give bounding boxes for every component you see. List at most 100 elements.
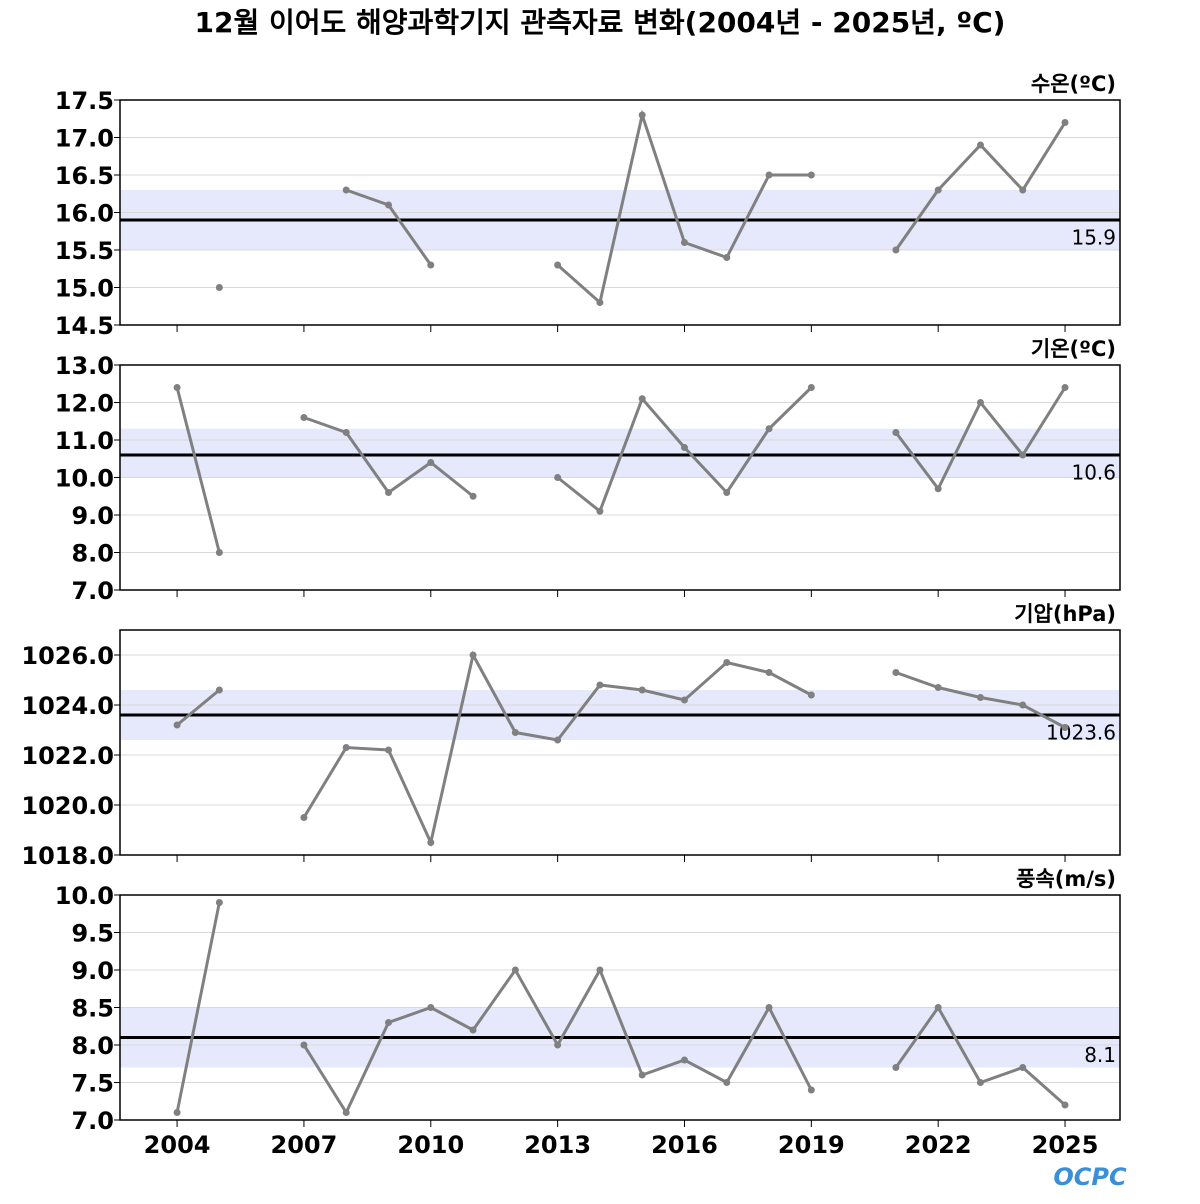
data-point: [300, 1041, 308, 1049]
data-point: [765, 1004, 773, 1011]
data-point: [976, 399, 984, 406]
plot-frame: [119, 894, 1121, 1121]
data-point: [342, 744, 350, 751]
data-point: [976, 141, 984, 149]
data-point: [807, 691, 815, 699]
y-tick-label: 16.0: [55, 200, 114, 228]
plot-frame: [119, 99, 1121, 326]
y-tick-label: 10.0: [55, 882, 114, 910]
y-tick-label: 8.0: [71, 540, 114, 568]
chart-title: 12월 이어도 해양과학기지 관측자료 변화(2004년 - 2025년, ºC…: [195, 6, 1006, 39]
x-tick-label: 2007: [271, 1131, 338, 1159]
data-point: [384, 489, 392, 496]
y-tick-label: 17.0: [55, 125, 114, 153]
data-point: [596, 507, 604, 515]
data-point: [173, 384, 181, 391]
y-tick-label: 9.0: [71, 502, 114, 530]
data-point: [1019, 1064, 1027, 1071]
data-point: [1019, 186, 1027, 194]
y-tick-label: 17.5: [55, 87, 114, 115]
std-band: [120, 428, 1120, 478]
data-point: [300, 414, 308, 421]
y-tick-label: 7.0: [71, 577, 114, 605]
plot-frame: [119, 629, 1121, 856]
x-tick-label: 2022: [905, 1131, 972, 1159]
y-tick-label: 12.0: [55, 390, 114, 418]
data-point: [1061, 119, 1069, 126]
data-point: [680, 696, 688, 704]
data-point: [554, 736, 562, 744]
data-point: [723, 659, 731, 666]
data-point: [680, 239, 688, 246]
data-point: [511, 729, 519, 736]
data-point: [638, 686, 646, 694]
x-tick-label: 2010: [397, 1131, 464, 1159]
data-point: [215, 686, 223, 694]
data-point: [215, 549, 223, 556]
y-tick-label: 1026.0: [21, 642, 114, 670]
data-point: [342, 1109, 350, 1116]
data-point: [596, 966, 604, 974]
data-point: [638, 395, 646, 403]
data-point: [976, 694, 984, 701]
data-point: [892, 429, 900, 436]
y-tick-label: 8.5: [71, 995, 114, 1023]
data-point: [976, 1079, 984, 1086]
data-point: [765, 171, 773, 179]
data-point: [554, 474, 562, 481]
data-point: [680, 1056, 688, 1064]
y-tick-label: 1020.0: [21, 792, 114, 820]
data-point: [427, 839, 435, 846]
panel-title: 기온(ºC): [1031, 337, 1116, 361]
data-point: [342, 186, 350, 194]
data-point: [723, 489, 731, 496]
x-tick-label: 2004: [144, 1131, 211, 1159]
data-point: [638, 1071, 646, 1079]
y-tick-label: 7.5: [71, 1070, 114, 1098]
data-point: [173, 1109, 181, 1116]
y-tick-label: 15.0: [55, 275, 114, 303]
data-point: [469, 492, 477, 500]
data-point: [384, 201, 392, 209]
data-point: [934, 485, 942, 493]
data-point: [215, 899, 223, 906]
data-point: [1019, 701, 1027, 709]
data-point: [1061, 384, 1069, 391]
data-point: [469, 651, 477, 659]
data-point: [807, 171, 815, 179]
data-point: [807, 1086, 815, 1094]
data-point: [215, 284, 223, 291]
y-tick-label: 15.5: [55, 237, 114, 265]
data-point: [300, 814, 308, 821]
panel-title: 수온(ºC): [1031, 72, 1116, 96]
y-tick-label: 11.0: [55, 427, 114, 455]
data-point: [934, 684, 942, 691]
mean-label: 10.6: [1071, 461, 1116, 485]
plot-frame: [119, 364, 1121, 591]
y-tick-label: 16.5: [55, 162, 114, 190]
y-tick-label: 1022.0: [21, 742, 114, 770]
data-point: [554, 261, 562, 269]
data-point: [596, 299, 604, 306]
data-point: [1061, 724, 1069, 731]
data-point: [723, 254, 731, 261]
data-point: [723, 1079, 731, 1086]
logo: OCPC: [1053, 1163, 1127, 1191]
data-point: [1061, 1101, 1069, 1109]
data-point: [427, 459, 435, 466]
data-point: [934, 186, 942, 194]
y-tick-label: 9.0: [71, 957, 114, 985]
data-point: [596, 681, 604, 689]
data-point: [765, 425, 773, 433]
data-point: [427, 261, 435, 269]
data-point: [892, 1064, 900, 1071]
data-point: [680, 444, 688, 451]
data-point: [892, 246, 900, 254]
y-tick-label: 8.0: [71, 1032, 114, 1060]
data-point: [1019, 451, 1027, 459]
data-point: [934, 1004, 942, 1011]
mean-label: 15.9: [1071, 226, 1116, 250]
data-point: [892, 669, 900, 676]
x-tick-label: 2019: [778, 1131, 845, 1159]
